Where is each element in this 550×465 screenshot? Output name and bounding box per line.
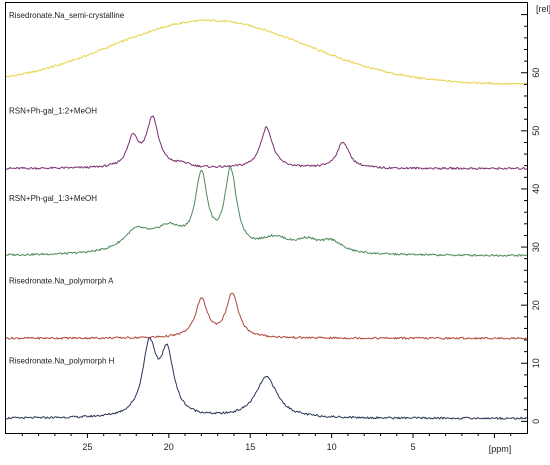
y-axis: 0 10 20 30 40 50 60 — [521, 14, 541, 424]
series-label-1: Risedronate.Na_semi-crystalline — [9, 11, 125, 20]
y-tick-label: 0 — [531, 419, 541, 424]
x-tick-label: 20 — [164, 442, 174, 452]
x-axis-label: [ppm] — [489, 444, 512, 454]
trace-1 — [5, 19, 528, 86]
y-tick-label: 50 — [531, 126, 541, 136]
x-tick-label: 25 — [82, 442, 92, 452]
traces — [5, 19, 528, 420]
series-labels: Risedronate.Na_semi-crystalline RSN+Ph-ga… — [9, 11, 125, 366]
y-tick-label: 40 — [531, 184, 541, 194]
y-tick-label: 10 — [531, 358, 541, 368]
trace-4 — [5, 292, 528, 340]
x-tick-label: 5 — [410, 442, 415, 452]
plot-frame — [5, 2, 528, 434]
series-label-4: Risedronate.Na_polymorph A — [9, 276, 114, 285]
series-label-2: RSN+Ph-gal_1:2+MeOH — [9, 107, 97, 116]
y-tick-label: 60 — [531, 68, 541, 78]
series-label-3: RSN+Ph-gal_1:3+MeOH — [9, 194, 97, 203]
series-label-5: Risedronate.Na_polymorph H — [9, 357, 115, 366]
y-tick-label: 20 — [531, 300, 541, 310]
trace-3 — [5, 166, 528, 257]
x-tick-label: 10 — [327, 442, 337, 452]
x-tick-label: 15 — [245, 442, 255, 452]
trace-5 — [5, 337, 528, 420]
trace-2 — [5, 115, 528, 170]
x-axis: 25 20 15 10 5 — [21, 433, 512, 452]
y-tick-label: 30 — [531, 242, 541, 252]
y-axis-label: [rel] — [536, 4, 550, 14]
